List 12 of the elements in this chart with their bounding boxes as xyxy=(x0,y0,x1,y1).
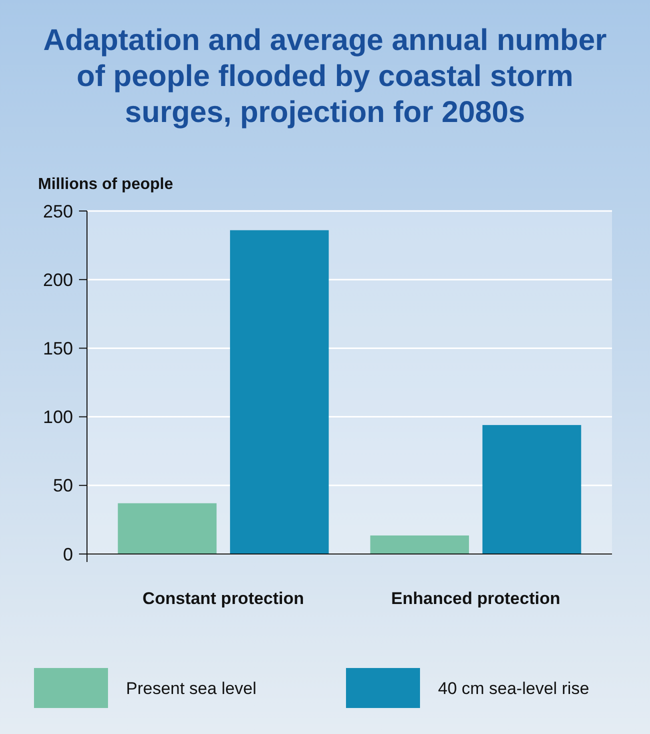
x-tick-label: Constant protection xyxy=(142,589,304,608)
y-tick-label: 100 xyxy=(42,407,73,428)
y-axis-title: Millions of people xyxy=(38,176,174,193)
chart-title: Adaptation and average annual number of people flooded by coastal storm surges, projection for 2080s xyxy=(43,24,608,129)
x-tick-label: Enhanced protection xyxy=(391,589,560,608)
y-tick-label: 0 xyxy=(62,544,73,564)
y-tick-label: 250 xyxy=(42,201,73,222)
y-tick-label: 200 xyxy=(42,270,73,290)
y-tick-label: 150 xyxy=(42,338,73,358)
legend-label: 40 cm sea-level rise xyxy=(438,678,590,698)
legend-label: Present sea level xyxy=(126,678,256,698)
y-tick-label: 50 xyxy=(52,476,73,496)
